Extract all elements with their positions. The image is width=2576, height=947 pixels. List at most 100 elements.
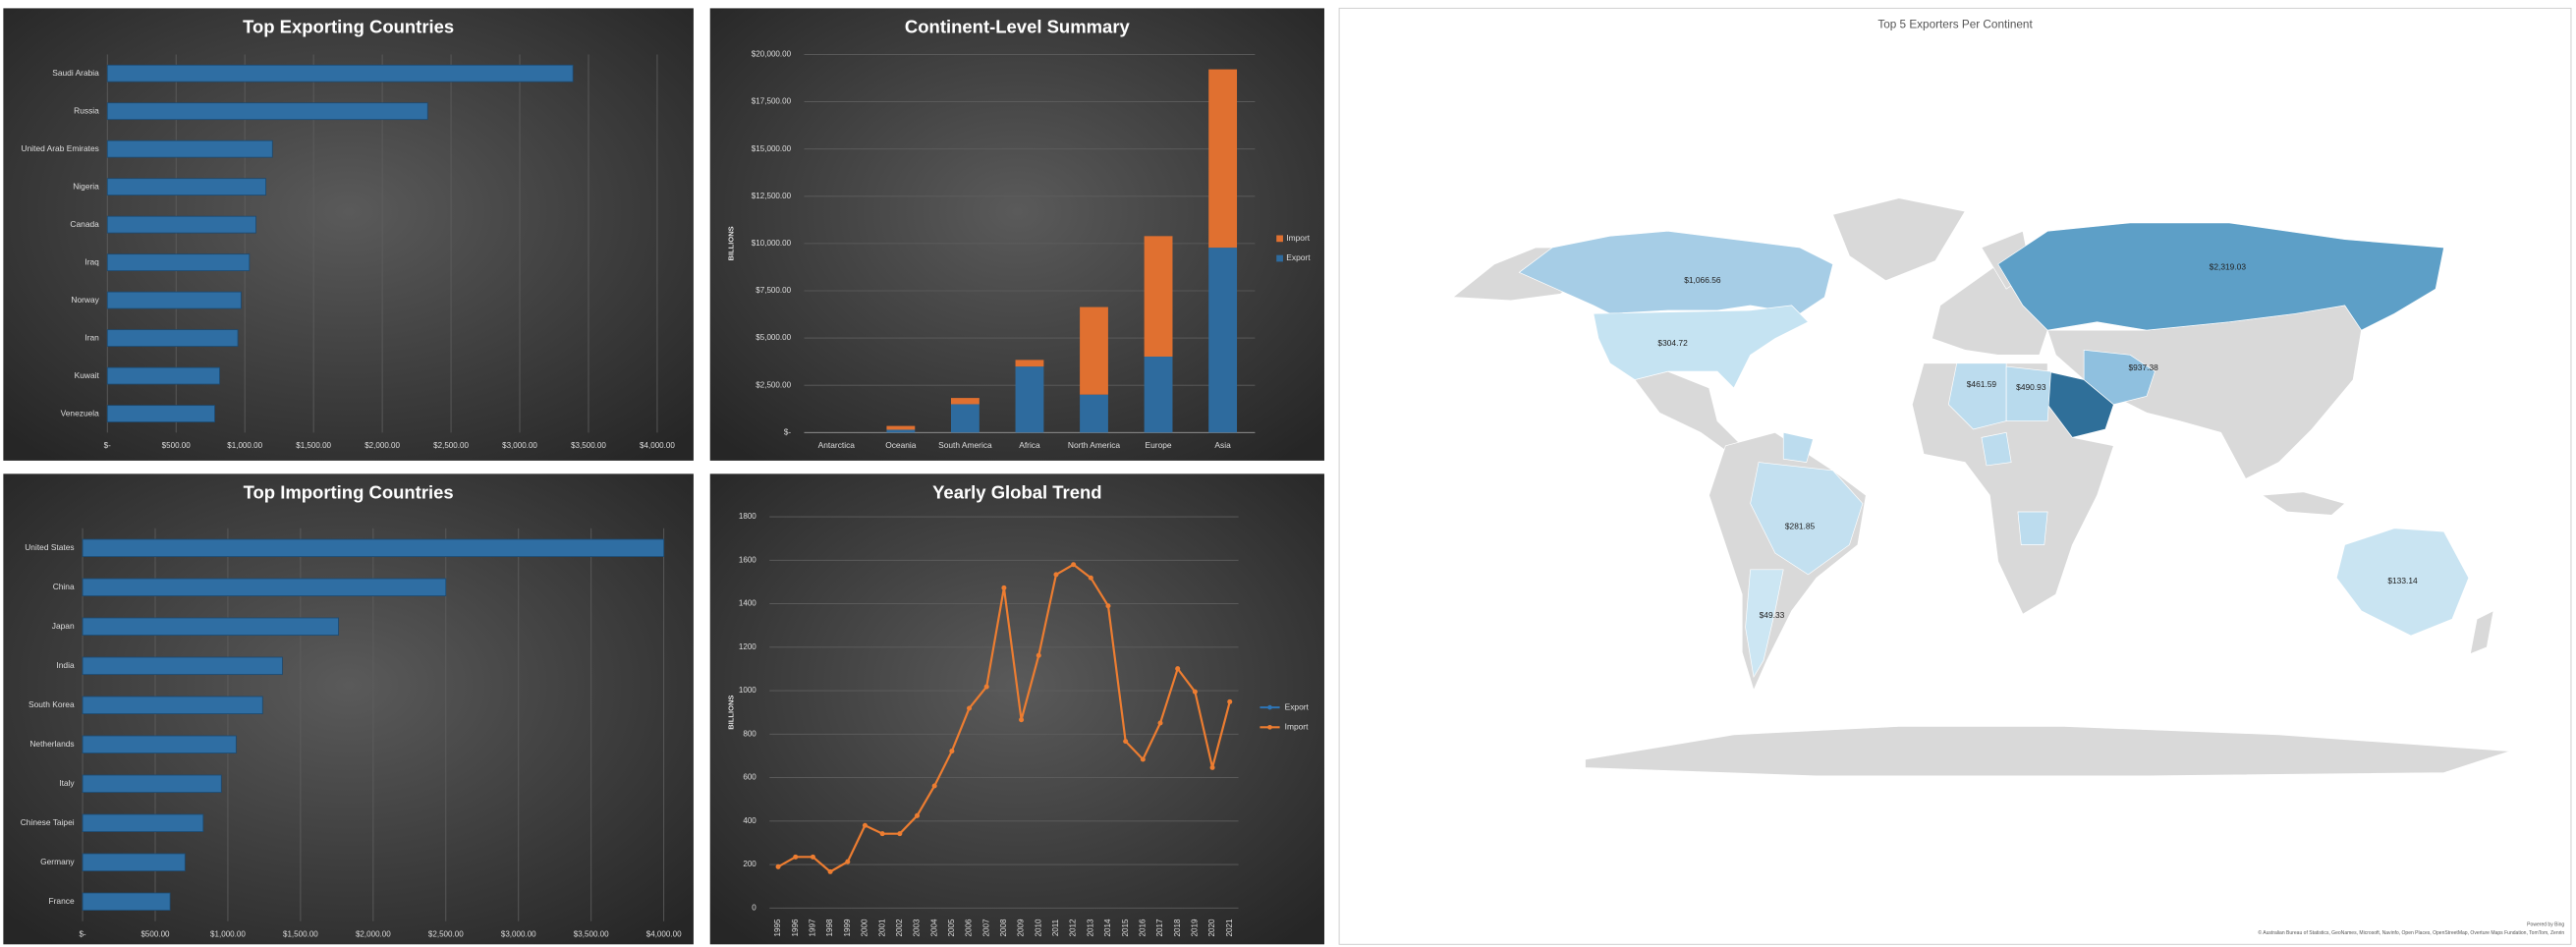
- line-point: [775, 863, 781, 869]
- legend-marker: [1267, 724, 1272, 730]
- bar-segment: [1144, 357, 1173, 433]
- y-tick-label: 200: [743, 860, 756, 868]
- y-tick-label: $12,500.00: [752, 192, 792, 200]
- legend-label: Export: [1285, 701, 1310, 711]
- y-tick-label: Nigeria: [73, 181, 99, 191]
- bar: [106, 366, 220, 385]
- y-tick-label: Chinese Taipei: [21, 817, 75, 827]
- map-region-value: [2083, 349, 2156, 406]
- bar: [82, 892, 171, 912]
- x-tick-label: 1997: [809, 919, 817, 936]
- x-tick-label: 2016: [1138, 919, 1147, 936]
- map-region: [1981, 431, 2012, 467]
- bar-segment: [1015, 366, 1044, 433]
- y-tick-label: $20,000.00: [752, 50, 792, 59]
- x-tick-label: 2017: [1155, 919, 1164, 936]
- line-point: [1123, 739, 1129, 745]
- bar: [82, 813, 204, 833]
- y-tick-label: Canada: [70, 219, 99, 229]
- x-tick-label: $1,000.00: [227, 441, 262, 450]
- map-region: [1585, 726, 2510, 777]
- bar: [106, 329, 239, 347]
- legend-label: Import: [1286, 233, 1310, 243]
- line-point: [1157, 720, 1163, 726]
- y-tick-label: 1200: [739, 642, 756, 651]
- x-tick-label: 2005: [947, 919, 956, 936]
- bar: [82, 656, 283, 676]
- map-region-value: [1750, 462, 1864, 576]
- x-tick-label: 2010: [1034, 919, 1042, 936]
- bar: [106, 291, 242, 309]
- y-tick-label: Venezuela: [61, 408, 100, 418]
- attribution: © Australian Bureau of Statistics, GeoNa…: [2258, 929, 2564, 936]
- y-tick-label: United Arab Emirates: [22, 143, 99, 153]
- bar: [106, 102, 428, 121]
- x-tick-label: 2013: [1086, 919, 1094, 936]
- legend-label: Import: [1285, 722, 1309, 732]
- x-tick-label: South America: [938, 440, 992, 450]
- y-tick-label: $17,500.00: [752, 97, 792, 106]
- line-point: [931, 783, 937, 789]
- x-tick-label: 2009: [1017, 919, 1026, 936]
- y-axis-label: BILLIONS: [727, 226, 736, 260]
- x-tick-label: $1,500.00: [283, 929, 318, 938]
- bar-segment: [1208, 248, 1238, 433]
- bar: [82, 735, 237, 754]
- line-point: [810, 854, 815, 860]
- map-region: [2017, 511, 2048, 545]
- data-label: $281.85: [1785, 521, 1816, 530]
- line-point: [949, 749, 955, 754]
- map-region-value: [1997, 222, 2444, 331]
- legend-marker: [1267, 704, 1272, 710]
- x-tick-label: 2000: [861, 919, 869, 936]
- x-tick-label: Africa: [1019, 440, 1040, 450]
- line-point: [1140, 756, 1146, 762]
- map-region: [1832, 197, 1966, 282]
- x-tick-label: 2012: [1069, 919, 1078, 936]
- bar: [106, 215, 256, 234]
- y-tick-label: 1000: [739, 686, 756, 695]
- map-region-value: [2005, 365, 2051, 421]
- map-region: [2469, 610, 2494, 655]
- x-tick-label: 1999: [843, 919, 852, 936]
- y-tick-label: Kuwait: [75, 370, 100, 380]
- x-tick-label: $500.00: [162, 441, 192, 450]
- x-tick-label: $-: [104, 441, 111, 450]
- x-tick-label: 2003: [913, 919, 922, 936]
- data-label: $304.72: [1657, 338, 1688, 348]
- bar: [82, 578, 447, 597]
- line-point: [827, 868, 833, 874]
- y-tick-label: 1400: [739, 599, 756, 608]
- line-point: [845, 859, 851, 864]
- y-tick-label: Netherlands: [29, 739, 74, 749]
- x-tick-label: 2001: [877, 919, 886, 936]
- bar: [82, 774, 222, 794]
- y-tick-label: Iraq: [84, 256, 99, 266]
- y-tick-label: Saudi Arabia: [52, 68, 99, 78]
- line-point: [983, 684, 989, 690]
- x-tick-label: 1995: [773, 919, 782, 936]
- x-tick-label: 2002: [895, 919, 904, 936]
- bar: [106, 64, 574, 83]
- bar: [106, 253, 251, 272]
- y-tick-label: Japan: [52, 621, 75, 631]
- attribution: Powered by Bing: [2527, 921, 2564, 927]
- line-point: [1192, 689, 1198, 695]
- map-region: [2261, 491, 2346, 516]
- x-tick-label: $3,500.00: [574, 929, 609, 938]
- x-tick-label: $2,000.00: [364, 441, 400, 450]
- y-tick-label: 0: [752, 903, 756, 912]
- bar: [106, 139, 273, 158]
- panel-background: [3, 8, 694, 461]
- x-tick-label: 1996: [791, 919, 800, 936]
- bar: [82, 696, 263, 715]
- line-point: [1036, 652, 1041, 658]
- x-tick-label: 1998: [825, 919, 834, 936]
- bar: [82, 853, 186, 872]
- map-region-value: [1947, 362, 2007, 430]
- panel-background: [709, 474, 1324, 945]
- map-region-value: [2335, 528, 2470, 637]
- x-tick-label: 2007: [981, 919, 990, 936]
- x-tick-label: 2011: [1051, 919, 1060, 936]
- line-point: [1001, 585, 1007, 590]
